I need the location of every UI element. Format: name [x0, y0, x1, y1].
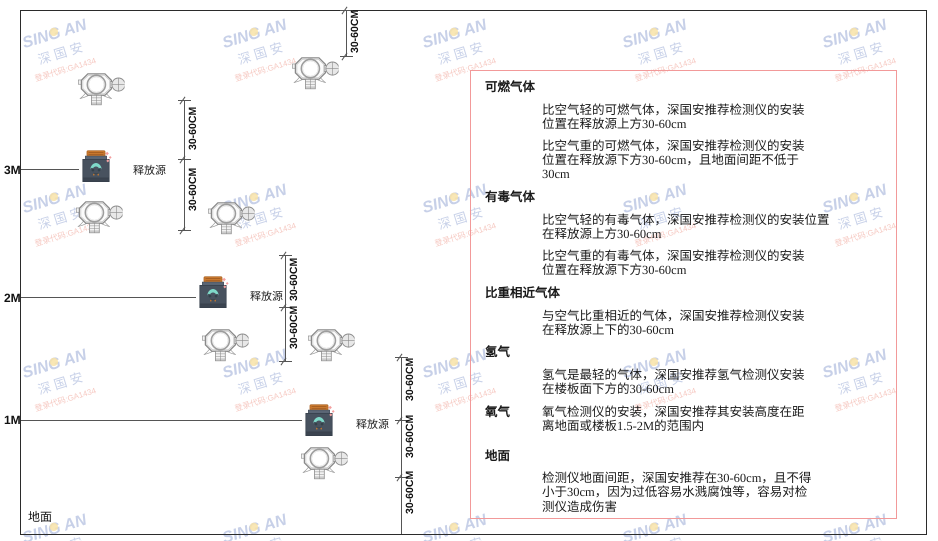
svg-text:30-60CM: 30-60CM	[288, 258, 300, 301]
svg-text:30-60CM: 30-60CM	[404, 415, 416, 458]
svg-text:30-60CM: 30-60CM	[288, 306, 300, 349]
svg-text:30-60CM: 30-60CM	[349, 10, 361, 53]
svg-text:30-60CM: 30-60CM	[404, 358, 416, 401]
svg-text:30-60CM: 30-60CM	[404, 471, 416, 514]
svg-text:30-60CM: 30-60CM	[187, 168, 199, 211]
svg-text:30-60CM: 30-60CM	[187, 107, 199, 150]
